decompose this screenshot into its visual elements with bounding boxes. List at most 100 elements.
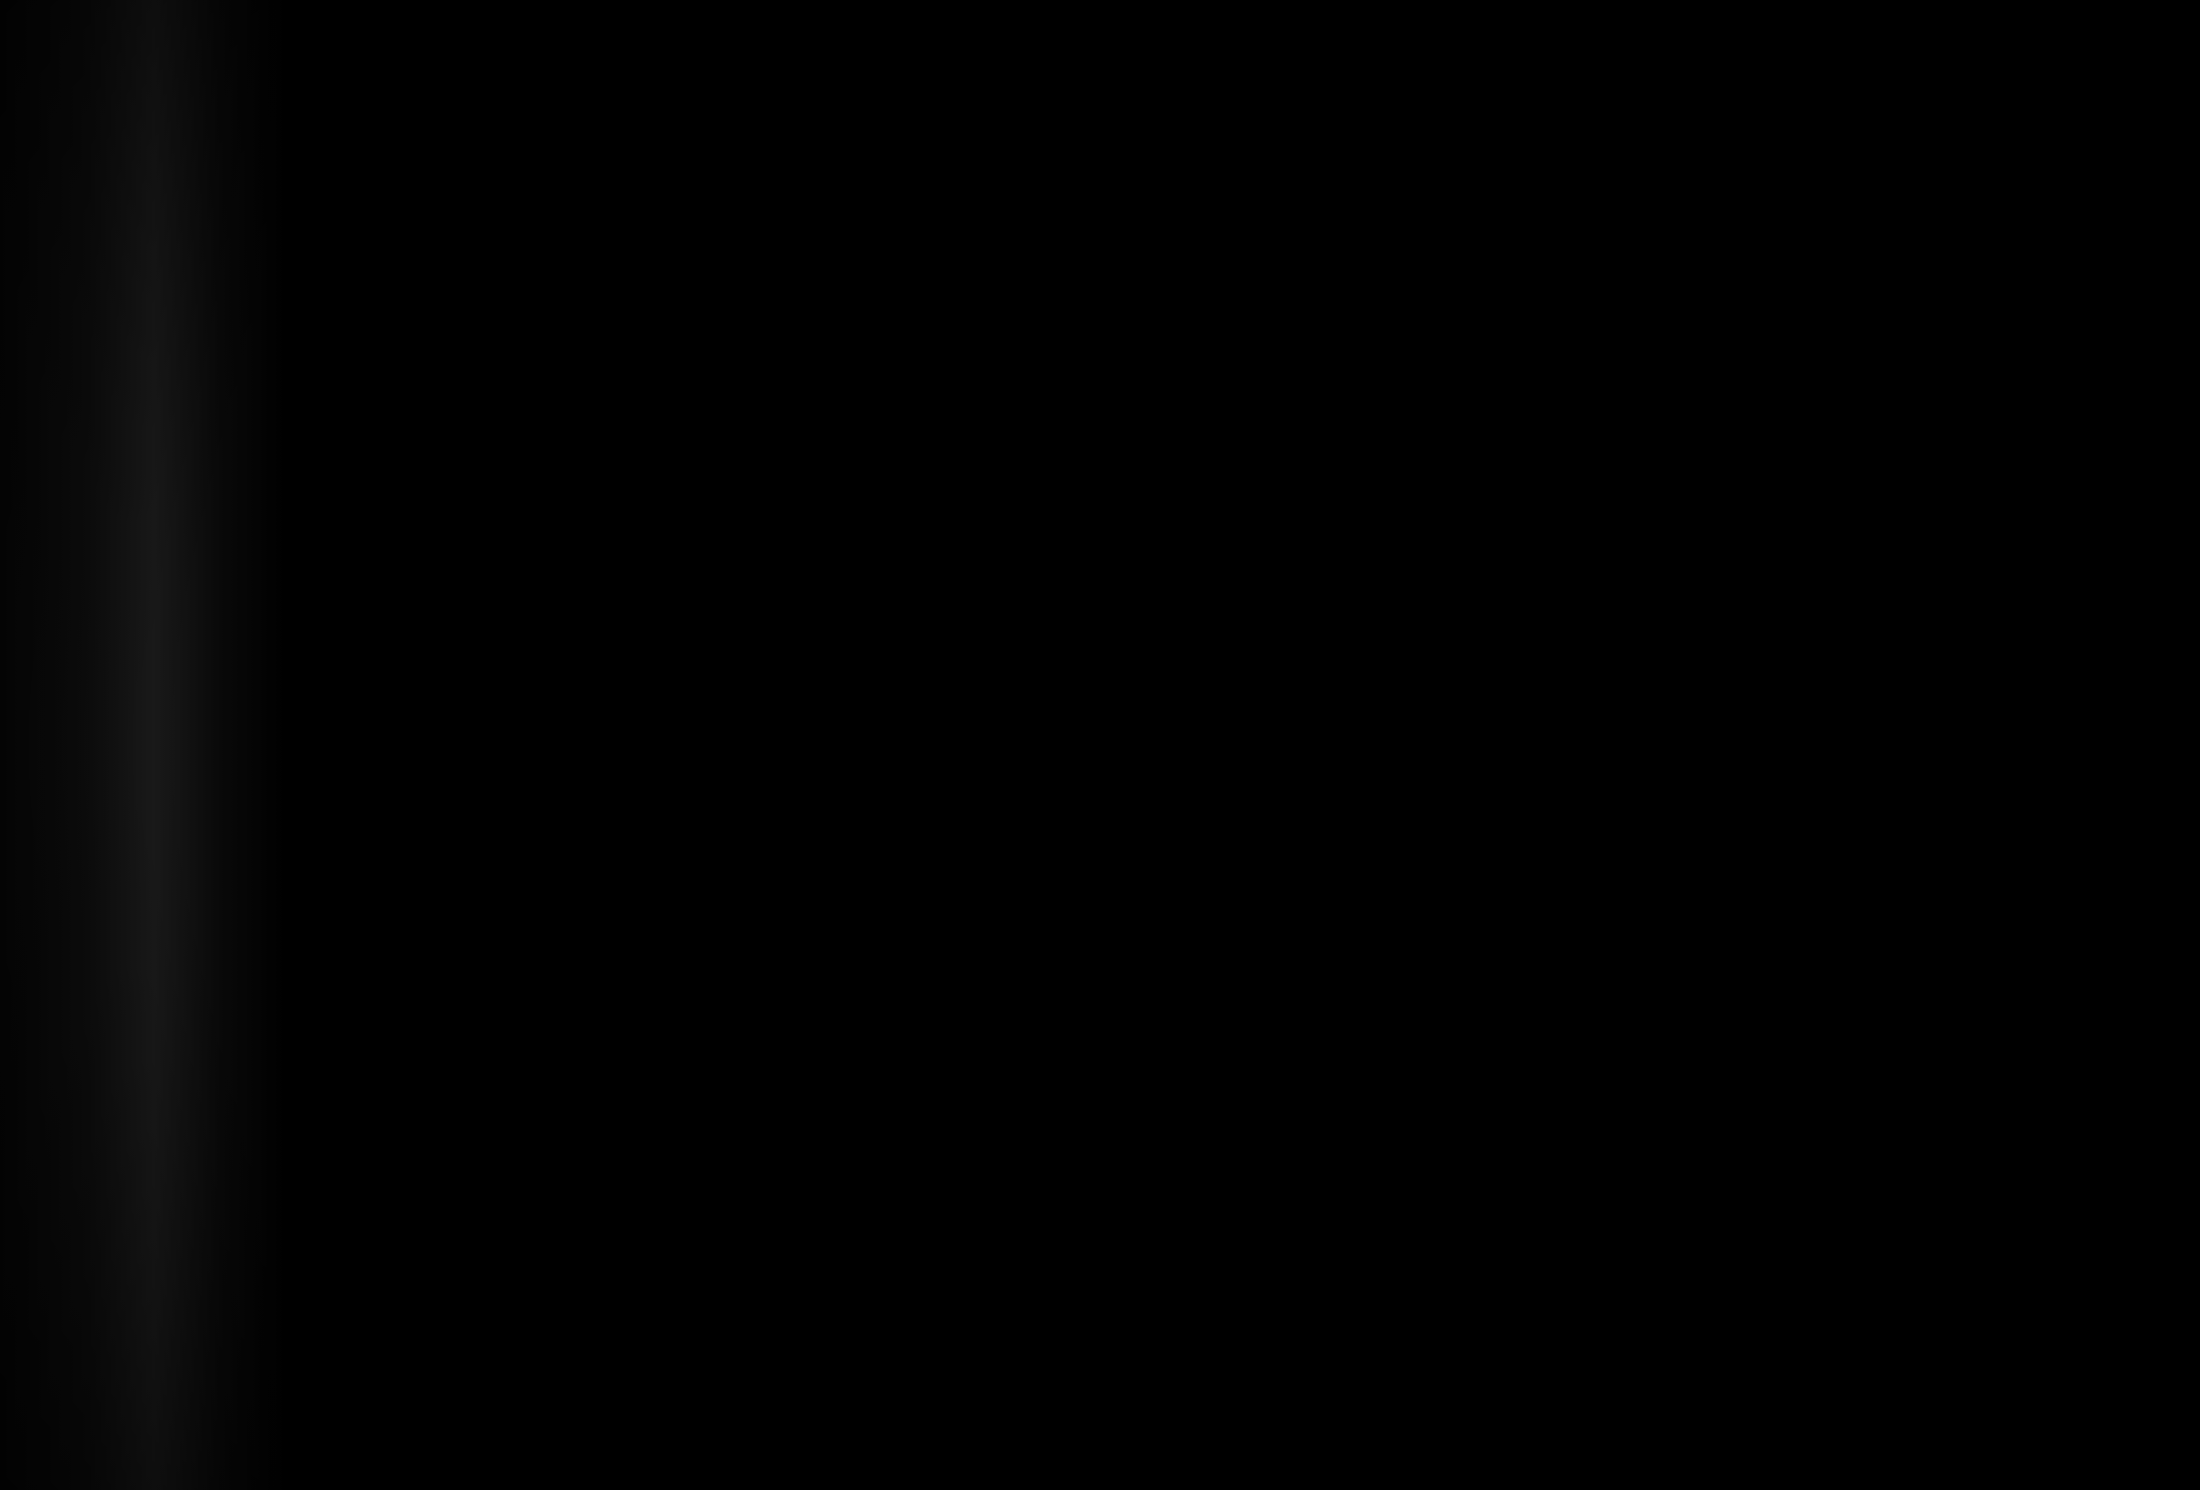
communion-entry: 26/2	[1452, 1409, 1487, 1427]
right-row-rule	[1198, 826, 2045, 828]
communion-entry: 9/10	[1485, 223, 1520, 241]
communion-entry: 28/3	[1485, 1022, 1520, 1040]
birth-year: 1787	[611, 970, 671, 994]
communion-entry: 19/4	[1411, 1022, 1445, 1040]
communion-entry: 3/6	[1560, 646, 1585, 664]
neglected-note: 1840	[913, 1347, 965, 1368]
name-underline	[299, 621, 580, 622]
name-underline	[299, 1185, 580, 1186]
name-underline	[299, 1373, 580, 1374]
person-name: Måg Pet. Larsson	[297, 404, 526, 433]
person-name: Bonde Olof Larsson	[297, 169, 554, 198]
communion-entry: 12/4	[1411, 270, 1445, 288]
name-underline	[299, 386, 580, 387]
group-number: 62.	[220, 542, 276, 576]
communion-entry: 10/9	[1527, 657, 1562, 675]
birth-year: 1771	[611, 171, 671, 195]
person-name: Bonde Nils Nilsson	[297, 1156, 546, 1185]
communion-entry: 9/10	[1485, 1069, 1520, 1087]
row-rule	[285, 536, 1115, 538]
name-underline	[299, 1279, 580, 1280]
communion-entry: 7/5	[1452, 234, 1477, 252]
communion-year-label: 22	[1516, 129, 1540, 149]
communion-year-label: 29	[1765, 129, 1790, 149]
right-row-rule	[1198, 638, 2045, 640]
communion-entry: 3/6	[1560, 975, 1585, 993]
page-fore-edge	[2045, 30, 2125, 1460]
birth-year: 1776	[611, 829, 671, 853]
right-row-rule	[1198, 779, 2045, 781]
communion-year-label: 23	[1551, 129, 1576, 149]
communion-entry: 6/11	[1560, 270, 1595, 288]
communion-col-rule	[1973, 130, 1977, 1478]
communion-entry: 5/4	[1452, 1362, 1477, 1380]
right-row-rule	[1198, 1343, 2045, 1345]
communion-col-rule	[1759, 130, 1766, 1478]
communion-entry: 19/4	[1411, 1398, 1445, 1416]
birth-year: 1779	[611, 1205, 671, 1229]
row-rule	[285, 254, 1115, 256]
right-row-rule	[1198, 1014, 2045, 1016]
birth-year: 1811	[611, 218, 671, 242]
catech-col-5: 5.	[835, 124, 852, 149]
communion-entry: 7/5	[1452, 751, 1477, 769]
communion-entry: 10/9	[1527, 1362, 1562, 1380]
communion-year-label: 26	[1658, 129, 1683, 149]
communion-year-label: 1	[1872, 129, 1885, 149]
communion-entry: 24/9	[1411, 1445, 1445, 1463]
communion-entry: 20/3	[1527, 422, 1562, 440]
person-name: H. Brita Larsdr	[297, 1391, 498, 1420]
communion-entry: 13/5	[1527, 281, 1562, 299]
person-name: Pig. Anna Nilsdr	[297, 968, 513, 997]
person-name: Dr. Anna	[297, 1297, 415, 1326]
birth-year: 1802	[611, 359, 671, 383]
row-rule	[285, 724, 1115, 726]
communion-year-label: 1	[1979, 129, 1992, 149]
birth-year: 1796	[611, 1346, 671, 1370]
header-reading: Innanläsn.	[683, 86, 699, 154]
communion-entry: 7/5	[1452, 1080, 1477, 1098]
name-underline	[299, 1232, 580, 1233]
remark-note: Af. Sandby	[1002, 875, 1088, 924]
person-name: Son Sven Nilsson	[297, 357, 526, 386]
header-remarks: Tillfällige Anmärk-ningar.	[998, 66, 1111, 157]
communion-entry: 4/2	[1485, 1304, 1511, 1322]
header-understands: D.S.S. Begriper.	[896, 53, 912, 155]
row-rule	[285, 818, 1115, 820]
right-row-rule	[1198, 1296, 2045, 1298]
row-rule	[285, 583, 1115, 585]
communion-entry: 12/4	[1411, 599, 1445, 617]
communion-entry: 13/5	[1527, 1315, 1562, 1333]
right-row-rule	[1198, 873, 2045, 875]
communion-col-rule	[1724, 130, 1727, 1478]
communion-entry: 13/5	[1527, 610, 1562, 628]
communion-entry: 28/3	[1485, 176, 1520, 194]
communion-col-rule	[1795, 130, 1799, 1478]
row-rule	[285, 348, 1115, 350]
right-row-rule	[1198, 1155, 2045, 1157]
birth-year: 1817	[611, 1299, 671, 1323]
communion-entry: 24/9	[1411, 411, 1445, 429]
right-row-rule	[1198, 1061, 2045, 1063]
catech-col-3: 3.	[775, 124, 792, 149]
communion-year-label: 17	[1409, 129, 1433, 149]
column-rule	[600, 42, 606, 1478]
communion-entry: 9/10	[1485, 740, 1520, 758]
row-rule	[285, 1382, 1115, 1384]
name-underline	[299, 856, 580, 857]
communion-entry: 24/9	[1411, 223, 1445, 241]
row-rule	[285, 1476, 1115, 1478]
birth-year: 1796	[611, 1393, 671, 1417]
birth-year: 1797	[611, 265, 671, 289]
communion-entry: 19/4	[1411, 693, 1445, 711]
catech-col-1: 1.	[715, 124, 732, 149]
catech-subcolumn-rule	[740, 122, 743, 1478]
person-name: H. Brita Larsdotter	[297, 592, 548, 621]
communion-entry: 3/6	[1560, 1351, 1585, 1369]
communion-entry: 26/2	[1452, 375, 1487, 393]
remark-note: † 1833	[1002, 405, 1062, 454]
right-row-rule	[1198, 403, 2045, 405]
communion-entry: 24/9	[1411, 740, 1445, 758]
birth-year: 1771	[611, 547, 671, 571]
birth-year: 1803	[611, 688, 671, 712]
